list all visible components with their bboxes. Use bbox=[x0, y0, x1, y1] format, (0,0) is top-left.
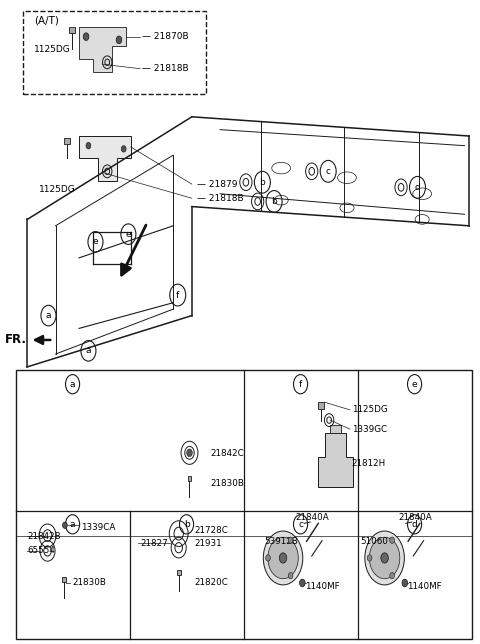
Text: (A/T): (A/T) bbox=[35, 15, 59, 26]
Text: b: b bbox=[184, 520, 190, 529]
Text: e: e bbox=[126, 230, 131, 239]
Text: b: b bbox=[271, 197, 277, 206]
Text: 1125DG: 1125DG bbox=[39, 185, 76, 194]
Text: 1339CA: 1339CA bbox=[82, 523, 116, 532]
Text: b: b bbox=[260, 178, 265, 187]
Circle shape bbox=[300, 579, 305, 587]
Text: 1140MF: 1140MF bbox=[407, 582, 442, 591]
Circle shape bbox=[86, 142, 91, 149]
Text: c: c bbox=[325, 167, 331, 176]
Circle shape bbox=[402, 579, 408, 587]
Bar bbox=[69, 27, 75, 33]
Text: 21820C: 21820C bbox=[194, 578, 228, 587]
Text: a: a bbox=[70, 380, 75, 389]
Circle shape bbox=[369, 537, 400, 579]
Circle shape bbox=[62, 522, 67, 529]
Text: 53912B: 53912B bbox=[264, 537, 299, 546]
Text: 51060: 51060 bbox=[360, 537, 388, 546]
Text: d: d bbox=[412, 520, 418, 529]
Polygon shape bbox=[318, 433, 353, 488]
Text: c: c bbox=[298, 520, 303, 529]
Text: 1125DG: 1125DG bbox=[352, 405, 387, 414]
Text: d: d bbox=[415, 183, 420, 192]
Text: f: f bbox=[299, 380, 302, 389]
Polygon shape bbox=[79, 27, 126, 72]
Text: e: e bbox=[412, 380, 418, 389]
Text: 21842B: 21842B bbox=[27, 533, 61, 542]
Text: 21827: 21827 bbox=[140, 539, 168, 547]
Text: FR.: FR. bbox=[5, 334, 27, 346]
Circle shape bbox=[264, 531, 303, 585]
Text: 21840A: 21840A bbox=[399, 513, 432, 522]
Bar bbox=[188, 476, 192, 481]
Text: 21931: 21931 bbox=[194, 539, 222, 547]
Bar bbox=[330, 425, 340, 433]
Bar bbox=[318, 402, 324, 408]
Text: a: a bbox=[70, 520, 75, 529]
Text: 21840A: 21840A bbox=[295, 513, 329, 522]
Text: — 21818B: — 21818B bbox=[196, 194, 243, 203]
Text: 21830B: 21830B bbox=[211, 479, 244, 488]
Text: 65554: 65554 bbox=[27, 546, 55, 555]
Circle shape bbox=[288, 537, 293, 544]
Text: 1339GC: 1339GC bbox=[352, 424, 387, 433]
Bar bbox=[62, 577, 66, 582]
Text: 21728C: 21728C bbox=[194, 526, 228, 535]
Circle shape bbox=[116, 36, 122, 44]
Circle shape bbox=[187, 449, 192, 457]
Text: 1125DG: 1125DG bbox=[35, 45, 71, 54]
Text: — 21818B: — 21818B bbox=[143, 64, 189, 73]
Text: — 21879: — 21879 bbox=[196, 180, 237, 189]
Text: 21812H: 21812H bbox=[352, 459, 386, 468]
Bar bbox=[64, 138, 71, 144]
Text: f: f bbox=[176, 290, 180, 299]
Text: 21842C: 21842C bbox=[211, 449, 244, 458]
Text: — 21870B: — 21870B bbox=[143, 32, 189, 41]
Circle shape bbox=[390, 573, 395, 579]
Circle shape bbox=[83, 33, 89, 41]
Text: a: a bbox=[85, 346, 91, 355]
Circle shape bbox=[381, 553, 388, 563]
Bar bbox=[177, 570, 181, 575]
Circle shape bbox=[288, 573, 293, 579]
Circle shape bbox=[365, 531, 404, 585]
Text: e: e bbox=[93, 238, 98, 247]
Circle shape bbox=[265, 554, 270, 561]
Circle shape bbox=[390, 537, 395, 544]
Circle shape bbox=[268, 537, 298, 579]
Text: a: a bbox=[46, 311, 51, 320]
Text: 1140MF: 1140MF bbox=[305, 582, 339, 591]
Text: 21830B: 21830B bbox=[72, 578, 106, 587]
Bar bbox=[15, 370, 471, 639]
Polygon shape bbox=[79, 136, 131, 181]
Circle shape bbox=[279, 553, 287, 563]
Circle shape bbox=[367, 554, 372, 561]
Circle shape bbox=[121, 146, 126, 152]
